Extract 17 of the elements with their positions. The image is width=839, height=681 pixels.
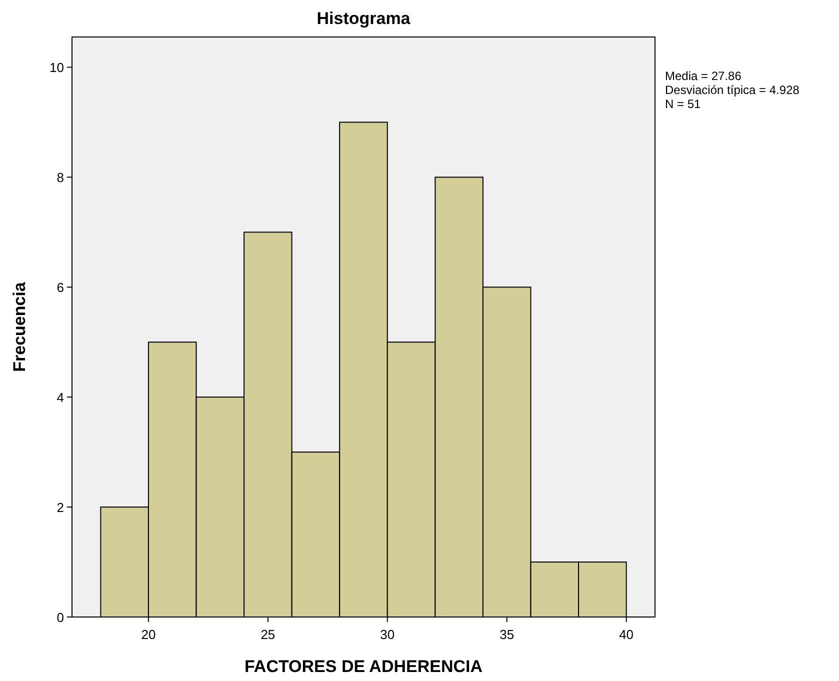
y-tick-label: 6: [56, 280, 64, 296]
y-tick-label: 10: [50, 60, 64, 76]
x-tick-label: 20: [141, 627, 156, 642]
y-tick-label: 2: [56, 500, 64, 516]
y-tick-label: 4: [56, 390, 64, 406]
x-tick-label: 25: [260, 627, 276, 642]
x-tick-label: 30: [380, 627, 395, 642]
x-tick-label: 35: [500, 627, 514, 642]
x-tick-label: 40: [619, 627, 634, 642]
y-tick-label: 0: [56, 610, 64, 625]
x-axis-title: FACTORES DE ADHERENCIA: [244, 657, 483, 676]
y-tick-label: 8: [56, 170, 64, 186]
text: Desviación típica = 4.928: [665, 83, 800, 97]
y-axis-title: Frecuencia: [10, 282, 29, 372]
text: N = 51: [665, 97, 702, 111]
text: Media = 27.86: [665, 69, 742, 83]
chart-title: Histograma: [316, 9, 411, 28]
